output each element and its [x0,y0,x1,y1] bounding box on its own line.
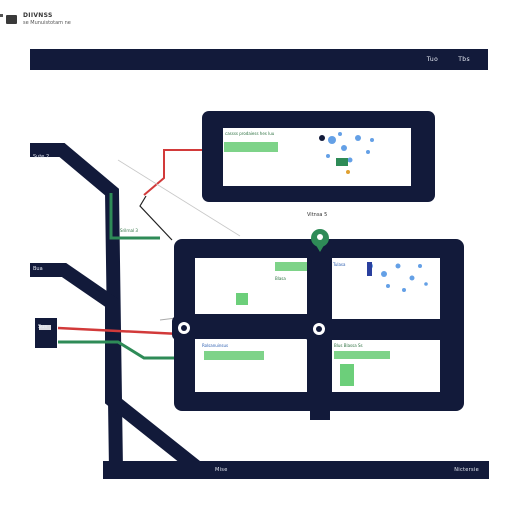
route-red-link-upper [143,149,206,196]
node-label-mid-left: Bua [33,266,43,272]
route-green-branch [109,193,160,240]
left-device [35,318,57,348]
grid-tr-caption: Tulasa [333,262,346,267]
route-red-link-lower [57,326,181,336]
brand: DIIVNSS se Munuistotam ne [6,12,71,26]
header-label-2[interactable]: Tbs [458,56,470,63]
brand-tagline: se Munuistotam ne [23,20,71,26]
header-bar: Tuo Tbs [30,49,488,70]
header-label-1[interactable]: Tuo [426,56,439,63]
upper-panel-blue-pattern [326,132,374,163]
grid-tl-caption: Blasa [275,276,286,281]
green-pin [311,229,329,252]
junction-marks [104,297,119,339]
upper-panel-caption: cassss prodaiess hes luu [225,131,275,136]
upper-panel-status: Srilrnal 3 [120,228,138,233]
node-label-lower-left: Sus [38,324,47,330]
connector-nodes [172,316,332,342]
footer-label-left[interactable]: Mise [215,467,228,473]
footer-label-right[interactable]: Nictersie [454,467,479,473]
route-green-link-lower [58,340,176,360]
corner-dot [0,14,3,17]
brand-name: DIIVNSS [23,12,53,19]
brand-logo-icon [6,14,17,24]
upper-panel [202,111,435,202]
grid-br-caption: Blus Blassa Ss [334,343,363,348]
route-black-link [139,195,173,241]
node-label-top-left: Sute 2 [33,154,50,160]
footer-bar: Mise Nictersie [103,461,489,479]
connector-label: Vitnsa 5 [307,212,328,218]
route-thin-diag [117,159,241,237]
grid-bl-caption: Rolsanuinsus [202,343,229,348]
